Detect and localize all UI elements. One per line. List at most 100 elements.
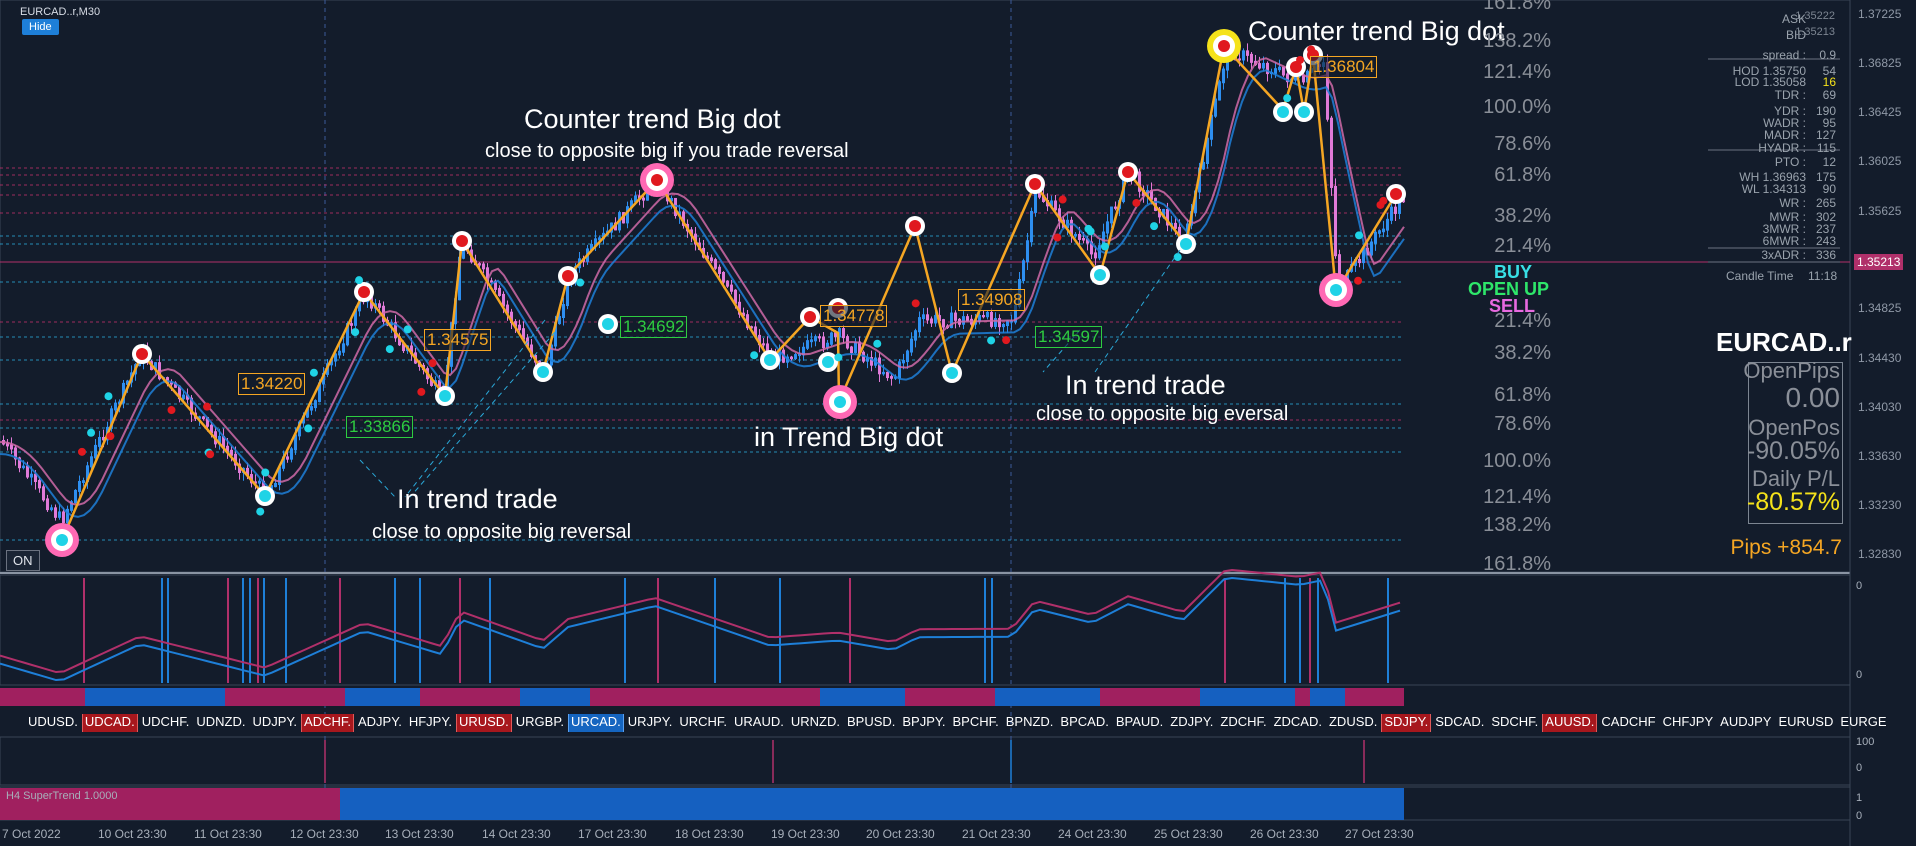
- candle-body: [102, 436, 105, 441]
- in-trend-dot-annotation: in Trend Big dot: [754, 422, 944, 452]
- signal-marker: [77, 447, 86, 456]
- ticker-symbol[interactable]: URCHF.: [679, 714, 728, 729]
- ticker-symbol[interactable]: URCAD.: [567, 714, 624, 732]
- ticker-symbol[interactable]: CADCHF: [1601, 714, 1656, 729]
- signal-marker: [309, 368, 318, 377]
- date-axis-label: 25 Oct 23:30: [1154, 827, 1223, 841]
- ticker-symbol[interactable]: ADCHF.: [301, 714, 354, 732]
- stat-value: 12: [1822, 155, 1836, 169]
- ticker-symbol[interactable]: URAUD.: [734, 714, 784, 729]
- candle-body: [690, 229, 693, 236]
- small-red-dot: [358, 286, 370, 298]
- candle-body: [1274, 68, 1277, 74]
- fib-level-lower: 21.4%: [1494, 310, 1551, 332]
- candle-body: [758, 334, 761, 346]
- ticker-symbol[interactable]: SDJPY.: [1381, 714, 1432, 732]
- stat-label: WR :: [1779, 196, 1806, 210]
- in-trend-trade-annotation-2: In trend trade: [1065, 370, 1226, 400]
- candle-body: [514, 321, 517, 327]
- candle-body: [1006, 320, 1009, 327]
- ticker-symbol[interactable]: EURGE: [1840, 714, 1887, 729]
- signal-marker: [576, 278, 585, 287]
- ticker-symbol[interactable]: SDCHF.: [1491, 714, 1539, 729]
- ticker-symbol[interactable]: CHFJPY: [1662, 714, 1714, 729]
- mid-axis-top: 100: [1856, 736, 1875, 748]
- candle-body: [170, 381, 173, 385]
- ticker-symbol[interactable]: BPUSD.: [846, 714, 896, 729]
- candle-body: [730, 284, 733, 292]
- ticker-symbol[interactable]: BPNZD.: [1005, 714, 1054, 729]
- candle-body: [342, 343, 345, 353]
- candle-body: [70, 501, 73, 511]
- candle-body: [246, 467, 249, 477]
- candle-body: [218, 435, 221, 445]
- candle-body: [1282, 66, 1285, 76]
- on-button[interactable]: ON: [6, 550, 40, 571]
- candle-body: [566, 278, 569, 307]
- candle-body: [1138, 171, 1141, 192]
- candle-body: [1150, 190, 1153, 200]
- candle-body: [1070, 219, 1073, 237]
- ticker-symbol[interactable]: UDJPY.: [252, 714, 298, 729]
- trend-band-segment: [225, 688, 345, 706]
- candle-body: [154, 362, 157, 371]
- price-level-box: 1.34908: [958, 289, 1026, 311]
- candle-body: [938, 315, 941, 322]
- hide-button[interactable]: Hide: [22, 19, 59, 35]
- candle-body: [866, 357, 869, 362]
- ticker-symbol[interactable]: ADJPY.: [357, 714, 402, 729]
- stat-value: 175: [1815, 170, 1836, 184]
- candle-body: [90, 456, 93, 468]
- price-level-box: 1.34692: [620, 316, 688, 338]
- candle-body: [486, 267, 489, 283]
- candle-body: [190, 397, 193, 415]
- ticker-symbol[interactable]: EURUSD: [1778, 714, 1834, 729]
- ticker-symbol[interactable]: UDCAD.: [81, 714, 138, 732]
- ticker-symbol[interactable]: BPJPY.: [902, 714, 946, 729]
- ticker-symbol[interactable]: BPCAD.: [1060, 714, 1109, 729]
- ticker-symbol[interactable]: AUDJPY: [1720, 714, 1772, 729]
- ticker-symbol[interactable]: ZDCAD.: [1273, 714, 1322, 729]
- ticker-symbol[interactable]: SDCAD.: [1435, 714, 1485, 729]
- candle-body: [594, 238, 597, 246]
- candle-body: [710, 257, 713, 262]
- candle-body: [994, 318, 997, 327]
- date-axis-label: 19 Oct 23:30: [771, 827, 840, 841]
- candle-body: [254, 481, 257, 484]
- ticker-symbol[interactable]: URJPY.: [627, 714, 673, 729]
- stat-value: 115: [1816, 141, 1836, 155]
- candle-body: [894, 376, 897, 379]
- candle-body: [1194, 190, 1197, 214]
- ticker-symbol[interactable]: UDNZD.: [196, 714, 246, 729]
- candle-body: [58, 511, 61, 518]
- candle-body: [6, 442, 9, 447]
- osc-axis-top: 0: [1856, 580, 1863, 592]
- ticker-symbol[interactable]: URNZD.: [790, 714, 840, 729]
- ticker-symbol[interactable]: URUSD.: [455, 714, 512, 732]
- candle-body: [1286, 73, 1289, 83]
- account-symbol: EURCAD..r: [1716, 327, 1852, 357]
- ticker-symbol[interactable]: ZDJPY.: [1170, 714, 1214, 729]
- candle-body: [298, 421, 301, 437]
- date-axis-label: 26 Oct 23:30: [1250, 827, 1319, 841]
- ticker-symbol[interactable]: ZDCHF.: [1220, 714, 1267, 729]
- ticker-symbol[interactable]: BPCHF.: [952, 714, 999, 729]
- ticker-symbol[interactable]: ZDUSD.: [1328, 714, 1378, 729]
- ticker-symbol[interactable]: AUUSD.: [1542, 714, 1598, 732]
- ask-value: 1.35222: [1795, 10, 1835, 22]
- candle-body: [1038, 192, 1041, 198]
- candle-body: [1238, 58, 1241, 61]
- candle-body: [778, 349, 781, 362]
- ticker-symbol[interactable]: UDUSD.: [28, 714, 78, 729]
- daily-pl-label: Daily P/L: [1751, 466, 1840, 491]
- candle-body: [274, 482, 277, 488]
- stat-value: 16: [1822, 75, 1836, 89]
- ticker-symbol[interactable]: BPAUD.: [1115, 714, 1164, 729]
- candle-body: [394, 322, 397, 339]
- ticker-symbol[interactable]: URGBP.: [515, 714, 564, 729]
- ticker-symbol[interactable]: HFJPY.: [408, 714, 452, 729]
- candle-body: [646, 190, 649, 201]
- stat-value: 243: [1815, 234, 1836, 248]
- ticker-symbol[interactable]: UDCHF.: [141, 714, 190, 729]
